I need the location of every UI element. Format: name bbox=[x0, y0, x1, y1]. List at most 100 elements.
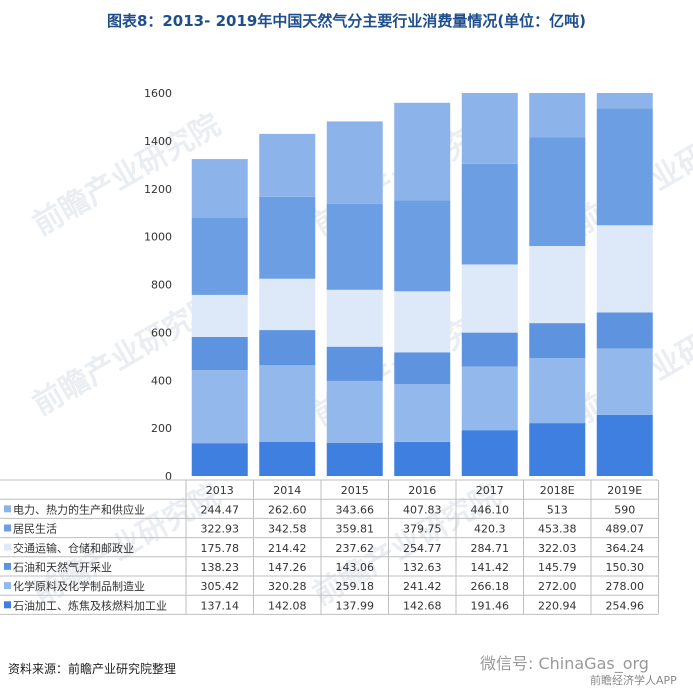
bar-segment bbox=[259, 278, 316, 331]
data-value: 266.18 bbox=[471, 580, 510, 593]
data-value: 320.28 bbox=[268, 580, 307, 593]
bar-segment bbox=[461, 332, 518, 367]
data-value: 137.14 bbox=[201, 599, 240, 612]
legend-swatch bbox=[4, 524, 11, 532]
bar-segment bbox=[596, 225, 653, 313]
data-value: 145.79 bbox=[538, 561, 577, 574]
bar-segment bbox=[461, 430, 518, 476]
source-note: 资料来源：前瞻产业研究院整理 bbox=[8, 662, 177, 676]
y-tick-label: 400 bbox=[151, 374, 172, 387]
bar-segment bbox=[326, 442, 383, 476]
data-value: 420.3 bbox=[474, 523, 506, 536]
data-value: 143.06 bbox=[336, 561, 375, 574]
legend-swatch bbox=[4, 505, 11, 513]
data-value: 147.26 bbox=[268, 561, 307, 574]
bar-segment bbox=[259, 441, 316, 476]
data-value: 214.42 bbox=[268, 542, 307, 555]
bar-segment bbox=[259, 133, 316, 197]
bar-segment bbox=[529, 323, 586, 359]
data-value: 254.96 bbox=[606, 599, 645, 612]
data-value: 175.78 bbox=[201, 542, 240, 555]
bar-segment bbox=[461, 93, 518, 164]
data-value: 590 bbox=[614, 503, 635, 516]
bar-segment bbox=[596, 348, 653, 415]
data-value: 138.23 bbox=[201, 561, 240, 574]
bar-segment bbox=[191, 443, 248, 476]
category-label: 2014 bbox=[273, 484, 301, 497]
data-value: 150.30 bbox=[606, 561, 645, 574]
legend-swatch bbox=[4, 601, 11, 609]
data-value: 364.24 bbox=[606, 542, 645, 555]
bar-segment bbox=[259, 365, 316, 442]
bar-segment bbox=[191, 370, 248, 444]
chart-title: 图表8：2013- 2019年中国天然气分主要行业消费量情况(单位：亿吨) bbox=[106, 12, 587, 30]
bar-segment bbox=[596, 414, 653, 476]
category-label: 2017 bbox=[476, 484, 504, 497]
bar-segment bbox=[461, 264, 518, 333]
legend-swatch bbox=[4, 582, 11, 590]
data-value: 141.42 bbox=[471, 561, 510, 574]
data-value: 489.07 bbox=[606, 523, 645, 536]
y-tick-label: 0 bbox=[165, 470, 172, 483]
bar-segment bbox=[191, 336, 248, 371]
y-tick-label: 1400 bbox=[144, 135, 172, 148]
bar-segment bbox=[394, 384, 451, 442]
data-value: 379.75 bbox=[403, 523, 442, 536]
data-value: 254.77 bbox=[403, 542, 442, 555]
legend-swatch bbox=[4, 543, 11, 551]
bar-segment bbox=[529, 358, 586, 424]
bar-segment bbox=[461, 163, 518, 265]
bar-segment bbox=[596, 312, 653, 349]
data-value: 322.93 bbox=[201, 523, 240, 536]
data-value: 359.81 bbox=[336, 523, 375, 536]
data-value: 220.94 bbox=[538, 599, 577, 612]
series-name: 电力、热力的生产和供应业 bbox=[13, 502, 145, 516]
data-value: 305.42 bbox=[201, 580, 240, 593]
bar-segment bbox=[394, 102, 451, 201]
data-value: 237.62 bbox=[336, 542, 375, 555]
bar-segment bbox=[394, 441, 451, 476]
category-label: 2018E bbox=[540, 484, 575, 497]
y-tick-label: 1200 bbox=[144, 183, 172, 196]
data-value: 278.00 bbox=[606, 580, 645, 593]
data-value: 137.99 bbox=[336, 599, 375, 612]
data-value: 284.71 bbox=[471, 542, 510, 555]
data-value: 407.83 bbox=[403, 503, 442, 516]
series-name: 石油和天然气开采业 bbox=[13, 560, 112, 574]
bar-segment bbox=[326, 380, 383, 443]
y-tick-label: 600 bbox=[151, 326, 172, 339]
data-value: 241.42 bbox=[403, 580, 442, 593]
data-value: 142.08 bbox=[268, 599, 307, 612]
data-value: 142.68 bbox=[403, 599, 442, 612]
legend-swatch bbox=[4, 562, 11, 570]
bar-segment bbox=[529, 137, 586, 247]
bar-segment bbox=[529, 93, 586, 138]
data-value: 272.00 bbox=[538, 580, 577, 593]
y-tick-label: 200 bbox=[151, 422, 172, 435]
data-value: 453.38 bbox=[538, 523, 577, 536]
series-name: 居民生活 bbox=[13, 522, 57, 536]
category-label: 2019E bbox=[607, 484, 642, 497]
wechat-id: 微信号: ChinaGas_org bbox=[480, 654, 649, 673]
bar-segment bbox=[394, 291, 451, 353]
bar-segment bbox=[326, 121, 383, 204]
bar-segment bbox=[259, 196, 316, 279]
bar-segment bbox=[394, 352, 451, 385]
data-value: 244.47 bbox=[201, 503, 240, 516]
data-value: 132.63 bbox=[403, 561, 442, 574]
data-value: 191.46 bbox=[471, 599, 510, 612]
bar-segment bbox=[191, 159, 248, 218]
bar-segment bbox=[191, 217, 248, 295]
app-label: 前瞻经济学人APP bbox=[590, 674, 677, 687]
data-value: 259.18 bbox=[336, 580, 375, 593]
bar-segment bbox=[326, 289, 383, 347]
data-value: 342.58 bbox=[268, 523, 307, 536]
bar-segment bbox=[259, 330, 316, 366]
series-name: 化学原料及化学制品制造业 bbox=[13, 579, 145, 593]
y-tick-label: 1600 bbox=[144, 87, 172, 100]
bar-segment bbox=[191, 294, 248, 337]
data-value: 513 bbox=[547, 503, 568, 516]
bar-segment bbox=[326, 346, 383, 381]
bar-segment bbox=[529, 423, 586, 476]
series-name: 石油加工、炼焦及核燃料加工业 bbox=[13, 598, 167, 612]
